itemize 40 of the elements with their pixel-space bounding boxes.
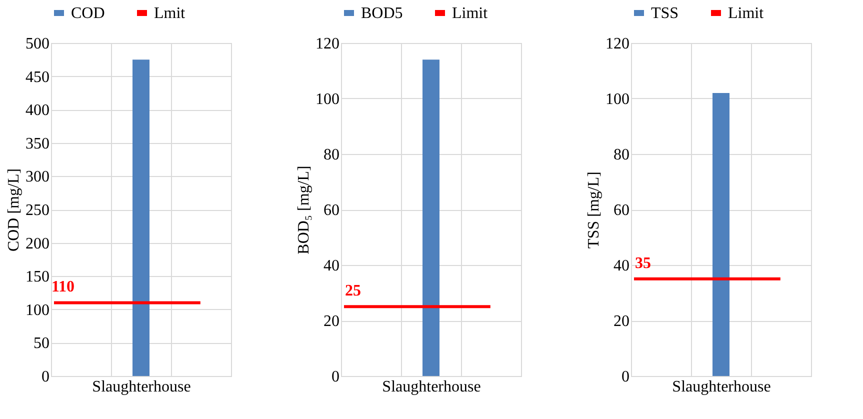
legend-label: TSS: [651, 5, 679, 22]
y-tick-label: 350: [26, 135, 50, 152]
legend-label: Limit: [452, 5, 488, 22]
y-tick-label: 20: [614, 313, 630, 330]
y-axis-title: TSS [mg/L]: [586, 172, 602, 248]
y-tick-label: 250: [26, 202, 50, 219]
y-tick-label: 100: [316, 91, 340, 108]
y-tick-label: 0: [332, 368, 340, 386]
annotation: 25: [345, 282, 361, 300]
annotation: 35: [635, 254, 651, 272]
y-tick-label: 400: [26, 102, 50, 120]
y-tick-label: 450: [26, 68, 50, 86]
x-tick-label: Slaughterhouse: [672, 378, 771, 396]
y-tick-label: 120: [606, 36, 630, 52]
y-axis-title: BOD₅ [mg/L]: [296, 166, 312, 254]
annotation: 110: [51, 278, 75, 296]
x-tick-label: Slaughterhouse: [382, 378, 481, 396]
legend-label: BOD5: [361, 5, 403, 22]
y-tick-label: 60: [324, 202, 340, 219]
legend-label: Lmit: [154, 5, 186, 22]
legend-label: COD: [71, 5, 105, 22]
y-tick-label: 40: [614, 258, 630, 274]
legend-label: Limit: [728, 5, 764, 22]
y-tick-label: 80: [614, 146, 630, 164]
y-tick-label: 150: [26, 268, 50, 286]
y-tick-label: 120: [316, 36, 340, 52]
y-tick-label: 300: [26, 168, 50, 186]
y-tick-label: 0: [622, 368, 630, 386]
y-tick-label: 200: [26, 235, 50, 252]
y-tick-label: 80: [324, 146, 340, 164]
y-tick-label: 500: [26, 36, 50, 52]
y-tick-label: 60: [614, 202, 630, 219]
y-axis-title: COD [mg/L]: [6, 168, 22, 252]
y-tick-label: 20: [324, 313, 340, 330]
y-tick-label: 0: [42, 368, 50, 386]
y-tick-label: 40: [324, 258, 340, 274]
x-tick-label: Slaughterhouse: [92, 378, 191, 396]
y-tick-label: 50: [34, 335, 50, 352]
y-tick-label: 100: [26, 302, 50, 319]
y-tick-label: 100: [606, 91, 630, 108]
